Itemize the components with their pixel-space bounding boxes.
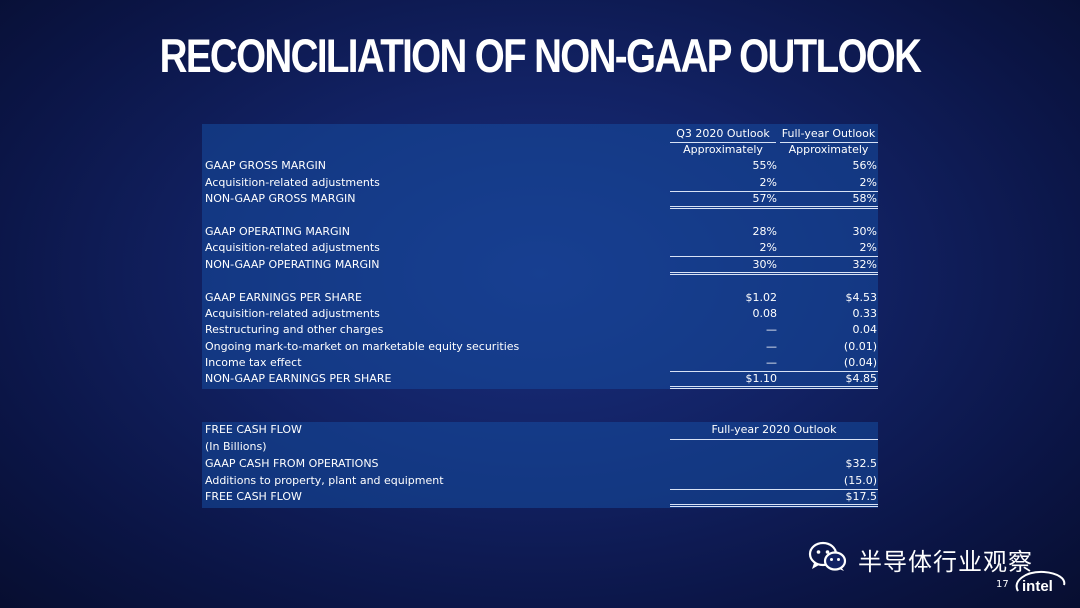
- total-double-rule: [670, 206, 878, 209]
- row-label: Acquisition-related adjustments: [205, 176, 380, 189]
- row-q3-value: 55%: [752, 159, 777, 172]
- row-fy-value: 56%: [852, 159, 877, 172]
- row-label: GAAP OPERATING MARGIN: [205, 225, 350, 238]
- row-fy-value: 32%: [852, 258, 877, 271]
- table-row: Income tax effect — (0.04): [202, 355, 878, 371]
- subtotal-rule: [670, 256, 878, 257]
- row-fy-value: 0.04: [852, 323, 878, 336]
- table-row: Additions to property, plant and equipme…: [202, 473, 878, 489]
- total-double-rule: [670, 272, 878, 275]
- row-label: Income tax effect: [205, 356, 302, 369]
- row-fy-value: $4.85: [845, 372, 878, 385]
- row-label: NON-GAAP OPERATING MARGIN: [205, 258, 380, 271]
- row-q3-value: 57%: [752, 192, 777, 205]
- row-fy-value: (0.01): [843, 340, 877, 353]
- intel-logo: intel: [1012, 569, 1068, 603]
- table-row: (In Billions): [202, 439, 878, 455]
- table-row: NON-GAAP EARNINGS PER SHARE $1.10 $4.85: [202, 371, 878, 387]
- table-row: GAAP EARNINGS PER SHARE $1.02 $4.53: [202, 290, 878, 306]
- slide-title: RECONCILIATION OF NON-GAAP OUTLOOK: [159, 29, 922, 82]
- row-fy-value: (0.04): [843, 356, 877, 369]
- row-label: Ongoing mark-to-market on marketable equ…: [205, 340, 520, 353]
- row-q3-value: 28%: [752, 225, 777, 238]
- subheader-fy: Approximately: [788, 143, 869, 156]
- row-q3-value: $1.10: [745, 372, 778, 385]
- row-q3-value: $1.02: [745, 291, 778, 304]
- wechat-watermark: 半导体行业观察: [808, 541, 1033, 577]
- table-row: GAAP CASH FROM OPERATIONS $32.5: [202, 456, 878, 472]
- header-row: Q3 2020 Outlook Full-year Outlook: [202, 126, 878, 142]
- table-row: Acquisition-related adjustments 2% 2%: [202, 175, 878, 191]
- subheader-q3: Approximately: [683, 143, 763, 156]
- row-fy-value: 2%: [859, 241, 877, 254]
- header-full-year-2020: Full-year 2020 Outlook: [711, 423, 837, 436]
- page-number: 17: [996, 579, 1009, 590]
- row-value: $17.5: [845, 490, 878, 503]
- subheader-row: Approximately Approximately: [202, 142, 878, 158]
- table-row: Restructuring and other charges — 0.04: [202, 322, 878, 338]
- row-fy-value: 2%: [859, 176, 877, 189]
- table-row: FREE CASH FLOW Full-year 2020 Outlook: [202, 422, 878, 438]
- row-value: $32.5: [845, 457, 878, 470]
- row-label: GAAP EARNINGS PER SHARE: [205, 291, 362, 304]
- header-underline-fy: [780, 142, 878, 143]
- row-label: Acquisition-related adjustments: [205, 307, 380, 320]
- row-label: FREE CASH FLOW: [205, 490, 302, 503]
- watermark-text: 半导体行业观察: [858, 547, 1033, 576]
- row-label: NON-GAAP GROSS MARGIN: [205, 192, 356, 205]
- row-q3-value: 30%: [752, 258, 777, 271]
- table-row: GAAP GROSS MARGIN 55% 56%: [202, 158, 878, 174]
- total-double-rule: [670, 386, 878, 389]
- table-row: Ongoing mark-to-market on marketable equ…: [202, 339, 878, 355]
- row-label: Acquisition-related adjustments: [205, 241, 380, 254]
- row-q3-value: 2%: [759, 176, 777, 189]
- row-fy-value: 0.33: [852, 307, 878, 320]
- table-row: Acquisition-related adjustments 0.08 0.3…: [202, 306, 878, 322]
- header-underline: [670, 439, 878, 440]
- wechat-icon: [808, 541, 848, 577]
- row-fy-value: $4.53: [845, 291, 878, 304]
- row-fy-value: 30%: [852, 225, 877, 238]
- table-row: NON-GAAP OPERATING MARGIN 30% 32%: [202, 257, 878, 273]
- free-cash-flow-table: FREE CASH FLOW Full-year 2020 Outlook (I…: [202, 422, 878, 508]
- row-q3-value: 2%: [759, 241, 777, 254]
- row-fy-value: 58%: [852, 192, 877, 205]
- row-label: NON-GAAP EARNINGS PER SHARE: [205, 372, 392, 385]
- row-label: Additions to property, plant and equipme…: [205, 474, 444, 487]
- row-label: FREE CASH FLOW: [205, 423, 302, 436]
- header-underline-q3: [670, 142, 776, 143]
- table-row: NON-GAAP GROSS MARGIN 57% 58%: [202, 191, 878, 207]
- header-fy: Full-year Outlook: [781, 127, 876, 140]
- row-label: GAAP GROSS MARGIN: [205, 159, 326, 172]
- table-row: Acquisition-related adjustments 2% 2%: [202, 240, 878, 256]
- row-label: GAAP CASH FROM OPERATIONS: [205, 457, 379, 470]
- subtotal-rule: [670, 489, 878, 490]
- row-q3-value: —: [766, 340, 777, 353]
- row-q3-value: 0.08: [752, 307, 778, 320]
- table-row: GAAP OPERATING MARGIN 28% 30%: [202, 224, 878, 240]
- table-row: FREE CASH FLOW $17.5: [202, 489, 878, 505]
- row-q3-value: —: [766, 323, 777, 336]
- row-label: (In Billions): [205, 440, 267, 453]
- row-value: (15.0): [843, 474, 877, 487]
- header-q3: Q3 2020 Outlook: [676, 127, 770, 140]
- row-q3-value: —: [766, 356, 777, 369]
- subtotal-rule: [670, 371, 878, 372]
- outlook-table: Q3 2020 Outlook Full-year Outlook Approx…: [202, 124, 878, 389]
- total-double-rule: [670, 504, 878, 507]
- row-label: Restructuring and other charges: [205, 323, 384, 336]
- subtotal-rule: [670, 191, 878, 192]
- svg-text:intel: intel: [1022, 578, 1053, 595]
